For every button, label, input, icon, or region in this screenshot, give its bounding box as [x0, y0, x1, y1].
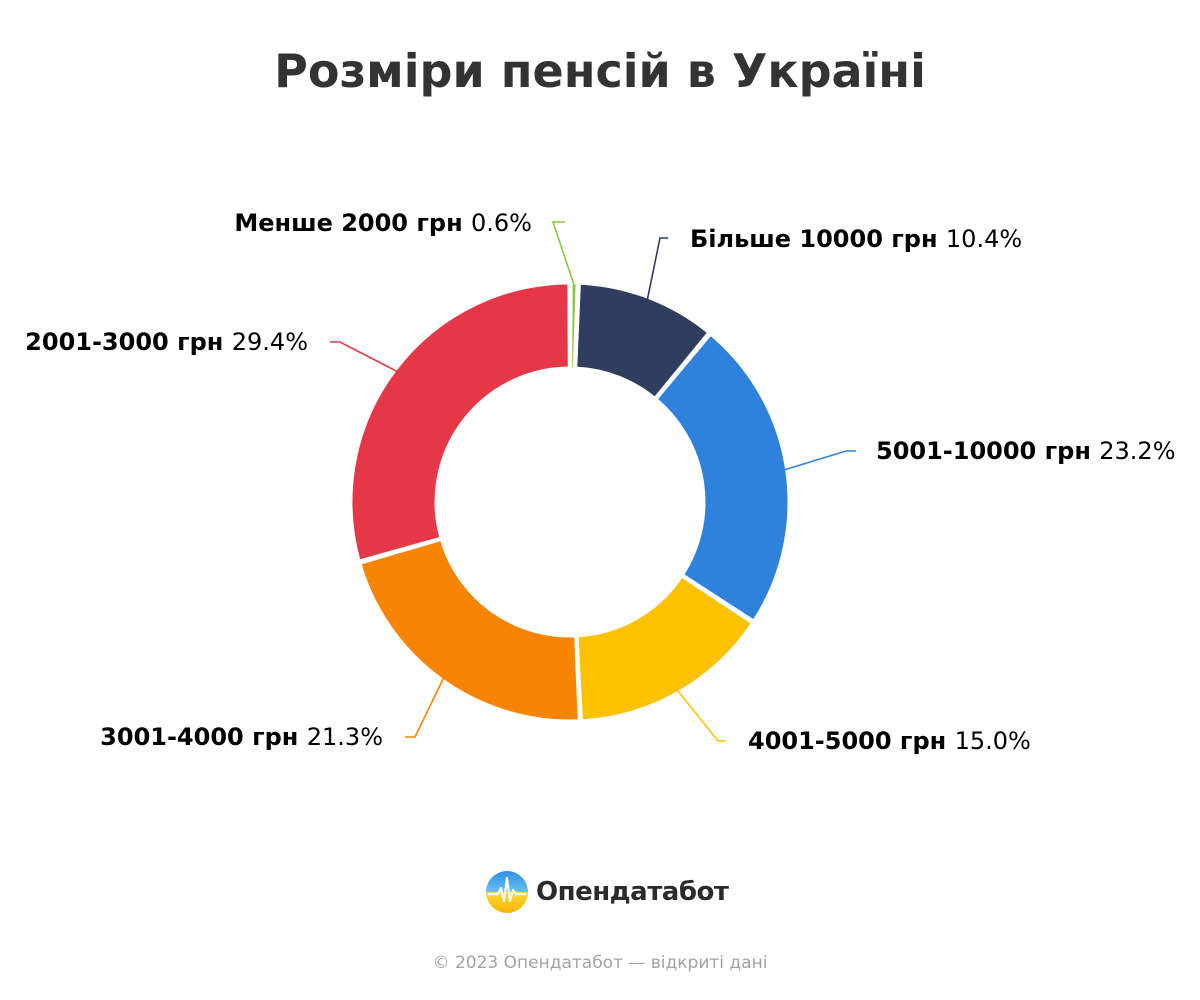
slice-4: [575, 574, 755, 723]
data-label-value: 0.6%: [471, 209, 532, 237]
slice-3: [654, 332, 791, 623]
data-label-category: Більше 10000 грн: [690, 225, 946, 253]
slice-5: [358, 537, 581, 723]
data-label-category: 4001-5000 грн: [748, 727, 955, 755]
footer-copyright: © 2023 Опендатабот — відкриті дані: [432, 953, 768, 973]
data-label-category: 2001-3000 грн: [25, 328, 232, 356]
data-label-5: 3001-4000 грн 21.3%: [100, 723, 383, 751]
leader-line-4: [676, 689, 726, 742]
data-label-3: 5001-10000 грн 23.2%: [876, 437, 1176, 465]
data-label-value: 29.4%: [232, 328, 308, 356]
data-label-value: 10.4%: [946, 225, 1022, 253]
data-label-4: 4001-5000 грн 15.0%: [748, 727, 1031, 755]
leader-line-1: [551, 221, 575, 286]
data-label-category: 3001-4000 грн: [100, 723, 307, 751]
brand: Опендатабот: [486, 870, 729, 914]
slice-2: [574, 281, 711, 400]
chart-title: Розміри пенсій в Україні: [274, 44, 926, 98]
leader-line-3: [784, 450, 856, 471]
opendatabot-logo-icon: [486, 871, 528, 913]
data-label-6: 2001-3000 грн 29.4%: [25, 328, 308, 356]
brand-name: Опендатабот: [536, 877, 729, 907]
data-label-value: 23.2%: [1099, 437, 1175, 465]
data-label-2: Більше 10000 грн 10.4%: [690, 225, 1022, 253]
leader-line-6: [330, 341, 398, 373]
data-label-value: 15.0%: [955, 727, 1031, 755]
leader-line-2: [646, 237, 668, 300]
data-label-value: 21.3%: [307, 723, 383, 751]
data-label-1: Менше 2000 грн 0.6%: [234, 209, 532, 237]
slice-6: [349, 281, 571, 563]
data-label-category: 5001-10000 грн: [876, 437, 1099, 465]
data-label-category: Менше 2000 грн: [234, 209, 471, 237]
leader-line-5: [405, 677, 445, 738]
